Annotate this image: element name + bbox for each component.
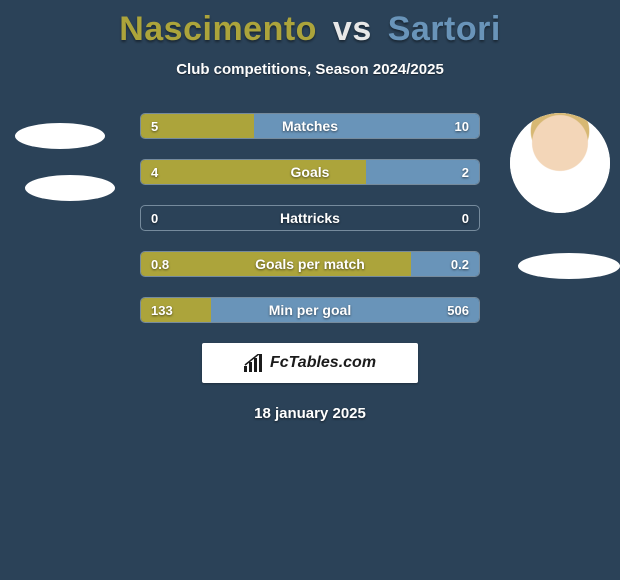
stat-label: Hattricks	[141, 206, 479, 230]
stat-row: 42Goals	[140, 159, 480, 185]
stat-row: 0 0Hattricks	[140, 205, 480, 231]
stat-value-left: 133	[151, 298, 173, 322]
player2-flag	[518, 253, 620, 279]
stat-row: 0.80.2Goals per match	[140, 251, 480, 277]
stat-bar-left	[141, 252, 411, 276]
subtitle: Club competitions, Season 2024/2025	[0, 61, 620, 78]
stat-row: 510Matches	[140, 113, 480, 139]
stat-value-right: 0.2	[451, 252, 469, 276]
player1-flag-2	[25, 175, 115, 201]
chart-icon	[244, 354, 264, 372]
stat-value-left: 5	[151, 114, 158, 138]
player2-avatar	[510, 113, 610, 213]
stat-value-left: 0.8	[151, 252, 169, 276]
player1-flag-1	[15, 123, 105, 149]
stat-bar-left	[141, 160, 366, 184]
branding-box: FcTables.com	[202, 343, 418, 383]
stat-value-left: 4	[151, 160, 158, 184]
player1-name: Nascimento	[119, 10, 317, 48]
stat-bar-right	[211, 298, 479, 322]
stat-value-right: 506	[447, 298, 469, 322]
stat-row: 133506Min per goal	[140, 297, 480, 323]
comparison-title: Nascimento vs Sartori	[0, 0, 620, 49]
stat-value-right: 2	[462, 160, 469, 184]
stat-value-right: 10	[455, 114, 469, 138]
player2-name: Sartori	[388, 10, 501, 48]
stat-bar-right	[254, 114, 479, 138]
date-text: 18 january 2025	[0, 405, 620, 422]
branding-text: FcTables.com	[270, 354, 376, 372]
stat-value-left: 0	[151, 206, 158, 230]
vs-text: vs	[333, 10, 372, 48]
content-area: 510Matches42Goals00Hattricks0.80.2Goals …	[0, 113, 620, 422]
stat-value-right: 0	[462, 206, 469, 230]
stat-bars: 510Matches42Goals00Hattricks0.80.2Goals …	[140, 113, 480, 323]
player2-face-icon	[510, 113, 610, 213]
